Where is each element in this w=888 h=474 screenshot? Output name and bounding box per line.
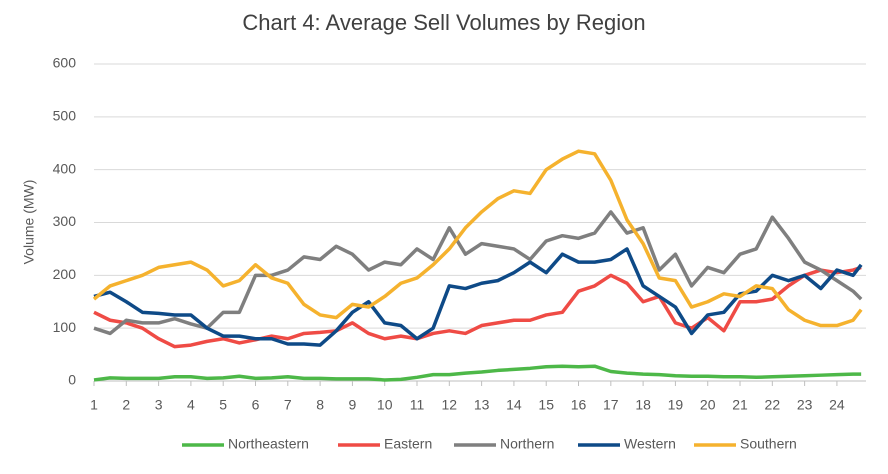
x-tick-label: 4 xyxy=(187,397,195,413)
y-tick-label: 300 xyxy=(53,213,77,229)
y-tick-label: 200 xyxy=(53,266,77,282)
x-tick-label: 24 xyxy=(829,397,845,413)
x-tick-label: 6 xyxy=(252,397,260,413)
x-tick-label: 17 xyxy=(603,397,619,413)
series-line xyxy=(93,364,862,382)
x-tick-label: 10 xyxy=(377,397,393,413)
x-tick-label: 1 xyxy=(90,397,98,413)
x-tick-label: 18 xyxy=(635,397,651,413)
x-tick-label: 15 xyxy=(538,397,554,413)
x-tick-label: 11 xyxy=(410,397,425,413)
series-line xyxy=(92,149,863,328)
legend-label: Northern xyxy=(500,436,554,452)
y-tick-label: 0 xyxy=(68,372,76,388)
x-tick-label: 23 xyxy=(797,397,813,413)
x-tick-label: 13 xyxy=(474,397,490,413)
x-tick-label: 7 xyxy=(284,397,292,413)
x-tick-label: 12 xyxy=(442,397,458,413)
legend-label: Western xyxy=(624,436,676,452)
y-tick-label: 100 xyxy=(53,319,77,335)
x-tick-label: 9 xyxy=(349,397,357,413)
y-tick-label: 500 xyxy=(53,108,77,124)
x-tick-label: 8 xyxy=(316,397,324,413)
y-tick-label: 600 xyxy=(53,55,77,71)
x-tick-label: 2 xyxy=(122,397,130,413)
x-tick-label: 14 xyxy=(506,397,522,413)
legend-label: Southern xyxy=(740,436,797,452)
y-axis-label: Volume (MW) xyxy=(21,180,37,265)
x-tick-label: 20 xyxy=(700,397,716,413)
series-line xyxy=(93,265,862,349)
x-tick-label: 21 xyxy=(732,397,748,413)
x-tick-label: 19 xyxy=(668,397,684,413)
x-tick-label: 5 xyxy=(219,397,227,413)
series-line xyxy=(93,210,863,336)
x-tick-label: 16 xyxy=(571,397,587,413)
legend-label: Eastern xyxy=(384,436,432,452)
legend-label: Northeastern xyxy=(228,436,309,452)
chart-title: Chart 4: Average Sell Volumes by Region xyxy=(242,10,645,35)
x-tick-label: 22 xyxy=(765,397,781,413)
y-tick-label: 400 xyxy=(53,160,77,176)
series-line xyxy=(93,247,863,347)
x-tick-label: 3 xyxy=(155,397,163,413)
